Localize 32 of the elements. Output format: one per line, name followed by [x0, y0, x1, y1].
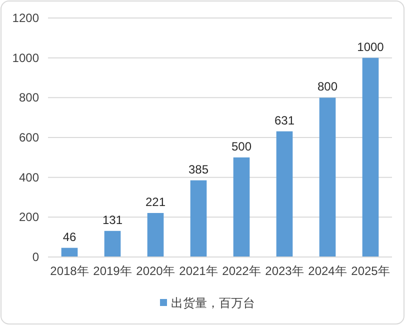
- y-tick-label: 1000: [12, 50, 40, 65]
- y-tick-label: 800: [18, 90, 40, 105]
- data-label: 385: [188, 162, 209, 176]
- bar: [61, 248, 78, 257]
- y-tick-label: 1200: [12, 11, 40, 25]
- x-tick-label: 2023年: [265, 264, 304, 278]
- bar: [233, 157, 250, 257]
- bar: [190, 180, 207, 257]
- data-label: 46: [62, 230, 76, 244]
- x-tick-label: 2021年: [179, 264, 218, 278]
- data-label: 1000: [357, 40, 384, 54]
- bar: [276, 131, 293, 257]
- x-tick-label: 2025年: [351, 264, 390, 278]
- data-label: 131: [102, 212, 123, 227]
- bar: [104, 230, 121, 257]
- x-tick-label: 2022年: [222, 264, 261, 278]
- bar: [319, 98, 336, 257]
- data-label: 500: [231, 139, 252, 154]
- bar: [147, 212, 164, 257]
- x-tick-label: 2020年: [136, 264, 175, 278]
- y-tick-label: 200: [18, 210, 40, 224]
- y-tick-label: 0: [32, 250, 40, 264]
- x-tick-label: 2018年: [50, 264, 89, 278]
- x-tick-label: 2024年: [308, 264, 347, 278]
- data-label: 631: [274, 113, 295, 128]
- y-tick-label: 400: [18, 170, 40, 184]
- bar: [362, 58, 379, 257]
- y-tick-label: 600: [18, 130, 40, 144]
- legend-label: 出货量，百万台: [171, 296, 255, 310]
- data-label: 800: [317, 80, 338, 94]
- x-tick-label: 2019年: [93, 264, 132, 278]
- data-label: 221: [145, 194, 166, 209]
